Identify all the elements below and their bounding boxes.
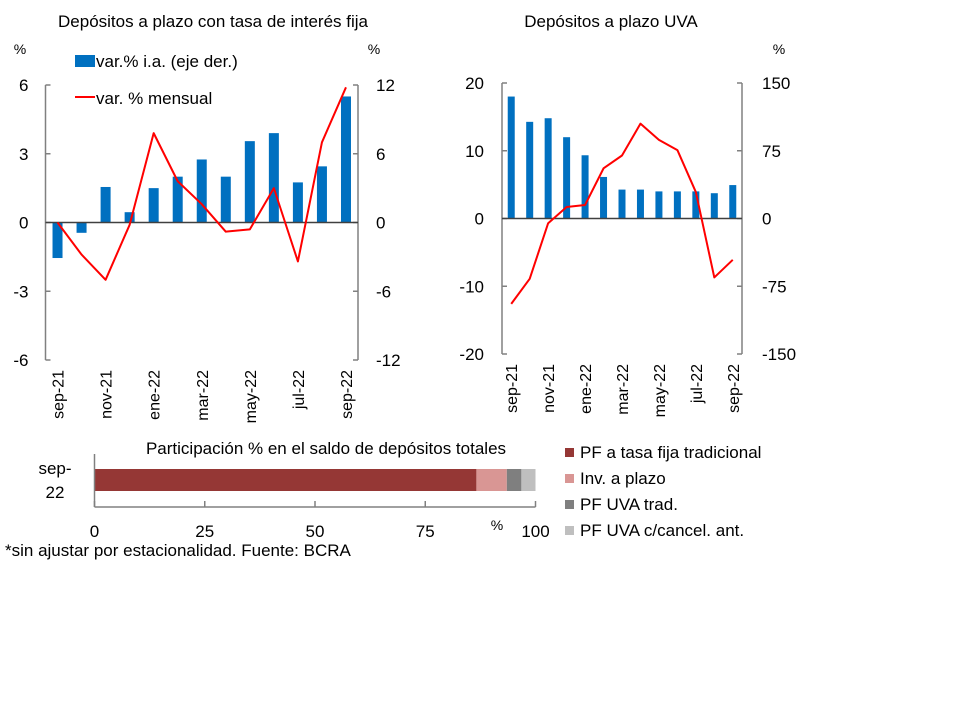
left-tick-label: 3	[19, 145, 28, 164]
x-tick-label: 0	[90, 522, 99, 541]
legend-label-bar: var.% i.a. (eje der.)	[96, 52, 238, 71]
x-tick-label: jul-22	[689, 364, 706, 404]
bar-jul-22	[692, 191, 700, 219]
left-tick-label: 20	[465, 74, 484, 93]
bar-dic-21	[124, 212, 135, 223]
x-tick-label: 75	[416, 522, 435, 541]
right-tick-label: 150	[762, 74, 790, 93]
bar-may-22	[655, 191, 663, 219]
x-tick-label: jul-22	[291, 370, 308, 410]
left-tick-label: 10	[465, 142, 484, 161]
right-tick-label: 0	[762, 210, 771, 229]
chart-tasa-fija: Depósitos a plazo con tasa de interés fi…	[13, 12, 400, 423]
category-label-line1: sep-	[38, 459, 71, 478]
chart-title: Participación % en el saldo de depósitos…	[146, 439, 506, 458]
bar-sep-22	[729, 185, 737, 219]
legend-swatch	[565, 474, 574, 483]
chart-title: Depósitos a plazo UVA	[524, 12, 698, 31]
x-tick-label: nov-21	[99, 370, 116, 419]
stack-segment-pf-uva-trad-	[506, 469, 522, 491]
bar-nov-21	[544, 118, 552, 219]
bar-may-22	[244, 141, 255, 223]
right-tick-label: 6	[376, 145, 385, 164]
bar-dic-21	[563, 137, 571, 219]
legend-swatch	[565, 526, 574, 535]
category-label-line2: 22	[46, 483, 65, 502]
stack-segment-pf-a-tasa-fija-tradicional	[94, 469, 477, 491]
legend: var.% i.a. (eje der.) var. % mensual	[75, 52, 238, 108]
legend-label: Inv. a plazo	[580, 469, 666, 488]
bar-jul-22	[292, 182, 303, 223]
bar-ago-22	[316, 166, 327, 223]
bar-abr-22	[636, 189, 644, 219]
bar-nov-21	[100, 186, 111, 223]
x-tick-label: may-22	[243, 370, 260, 423]
bar-abr-22	[220, 176, 231, 223]
x-tick-label: mar-22	[195, 370, 212, 421]
bar-feb-22	[172, 176, 183, 223]
chart-participacion: Participación % en el saldo de depósitos…	[38, 439, 761, 541]
bar-ene-22	[581, 155, 589, 219]
left-tick-label: -10	[459, 277, 484, 296]
left-tick-label: 6	[19, 76, 28, 95]
x-tick-label: sep-21	[504, 364, 521, 413]
chart-uva: Depósitos a plazo UVA % -20 -10 0 10 20 -150 -…	[459, 12, 796, 417]
legend-swatch	[565, 500, 574, 509]
bar-sep-22	[340, 96, 351, 223]
bar-sep-21	[507, 96, 515, 219]
bar-ago-22	[710, 193, 718, 219]
bar-oct-21	[526, 121, 534, 219]
x-tick-label: 50	[306, 522, 325, 541]
bar-mar-22	[618, 189, 626, 219]
bar-sep-21	[52, 222, 63, 259]
right-tick-label: 0	[376, 214, 385, 233]
right-tick-label: -150	[762, 345, 796, 364]
x-tick-label: mar-22	[615, 364, 632, 415]
x-tick-label: sep-21	[51, 370, 68, 419]
stack-segment-pf-uva-c-cancel-ant-	[521, 469, 536, 491]
x-tick-label: 25	[195, 522, 214, 541]
legend-label: PF a tasa fija tradicional	[580, 443, 761, 462]
bar-mar-22	[196, 159, 207, 223]
x-tick-label: may-22	[652, 364, 669, 417]
right-axis-unit: %	[368, 41, 380, 57]
right-tick-label: 75	[762, 142, 781, 161]
stack-segment-inv-a-plazo	[476, 469, 507, 491]
left-tick-label: 0	[475, 210, 484, 229]
right-tick-label: -6	[376, 282, 391, 301]
chart-title: Depósitos a plazo con tasa de interés fi…	[58, 12, 369, 31]
legend-label: PF UVA trad.	[580, 495, 678, 514]
bar-oct-21	[76, 222, 87, 233]
left-tick-label: -3	[13, 282, 28, 301]
bar-feb-22	[600, 176, 608, 219]
x-axis-unit: %	[491, 517, 503, 533]
right-tick-label: -75	[762, 277, 787, 296]
x-tick-label: sep-22	[339, 370, 356, 419]
left-tick-label: -20	[459, 345, 484, 364]
legend-label-line: var. % mensual	[96, 89, 212, 108]
x-tick-label: 100	[521, 522, 549, 541]
footnote: *sin ajustar por estacionalidad. Fuente:…	[5, 541, 352, 560]
x-tick-label: sep-22	[726, 364, 743, 413]
left-axis-unit: %	[14, 41, 26, 57]
legend-label: PF UVA c/cancel. ant.	[580, 521, 744, 540]
x-tick-label: ene-22	[578, 364, 595, 414]
bar-jun-22	[673, 191, 681, 219]
bar-jun-22	[268, 133, 279, 223]
bar-ene-22	[148, 188, 159, 223]
x-tick-label: ene-22	[147, 370, 164, 420]
legend-swatch	[565, 448, 574, 457]
x-tick-label: nov-21	[541, 364, 558, 413]
left-tick-label: -6	[13, 351, 28, 370]
right-axis-unit: %	[773, 41, 785, 57]
right-tick-label: 12	[376, 76, 395, 95]
left-tick-label: 0	[19, 214, 28, 233]
legend-swatch-bar	[75, 55, 95, 67]
right-tick-label: -12	[376, 351, 401, 370]
